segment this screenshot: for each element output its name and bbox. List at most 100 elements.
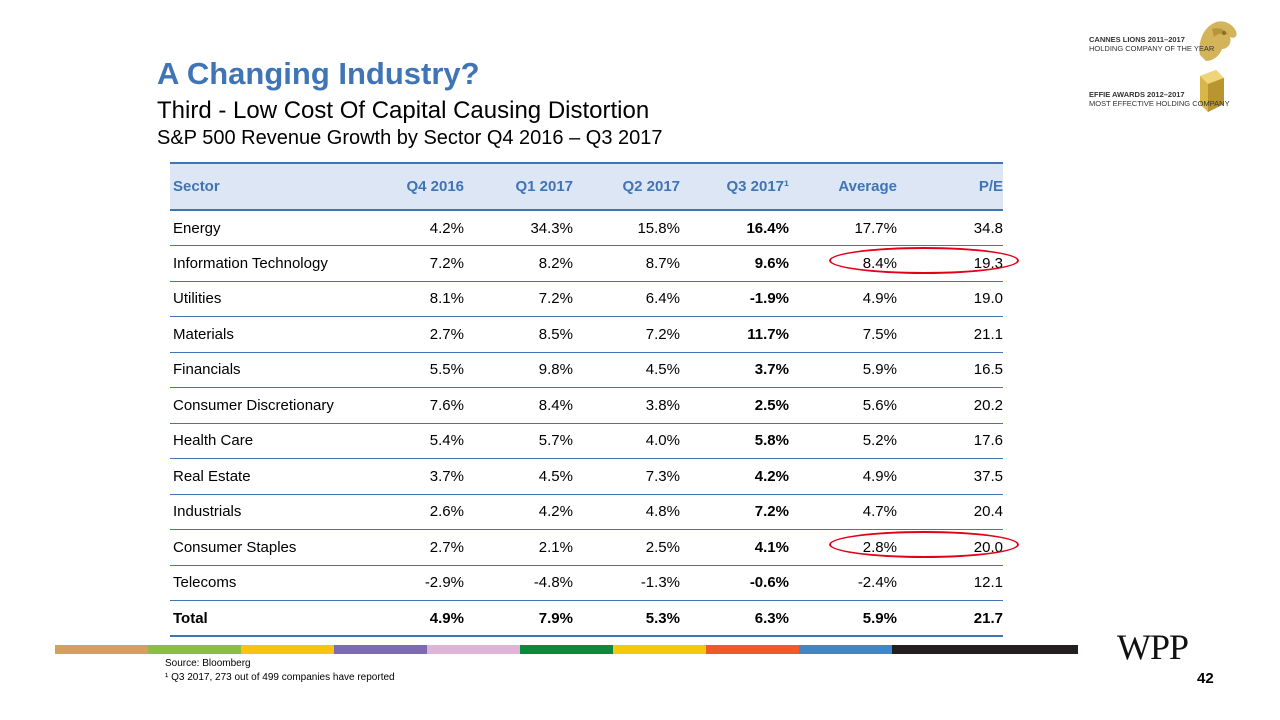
stripe-segment — [334, 645, 427, 654]
highlight-ellipse-it — [829, 247, 1019, 274]
cell-q2-2017: 4.8% — [573, 494, 680, 530]
cell-q1-2017: -4.8% — [464, 565, 573, 601]
effie-award-line1: EFFIE AWARDS 2012–2017 — [1089, 90, 1185, 99]
cell-q4-2016: 2.6% — [382, 494, 464, 530]
cell-q2-2017: 4.0% — [573, 423, 680, 459]
header-q2-2017: Q2 2017 — [573, 162, 680, 211]
table-total-row: Total 4.9% 7.9% 5.3% 6.3% 5.9% 21.7 — [170, 600, 1003, 637]
cell-q1-2017: 5.7% — [464, 423, 573, 459]
cell-average: -2.4% — [789, 565, 897, 601]
footnote: ¹ Q3 2017, 273 out of 499 companies have… — [165, 672, 395, 683]
cell-q1-2017: 4.5% — [464, 458, 573, 495]
effie-award-line2: MOST EFFECTIVE HOLDING COMPANY — [1089, 99, 1230, 108]
stripe-segment — [706, 645, 799, 654]
cell-q3-2017: 7.2% — [680, 494, 789, 530]
cell-average: 17.7% — [789, 210, 897, 246]
stripe-segment — [799, 645, 892, 654]
cell-sector: Financials — [170, 352, 382, 388]
cell-q1-2017: 8.4% — [464, 387, 573, 424]
cell-q3-2017: -0.6% — [680, 565, 789, 601]
cell-q2-2017: 8.7% — [573, 245, 680, 282]
cell-q4-2016: 5.5% — [382, 352, 464, 388]
stripe-segment — [892, 645, 1078, 654]
cell-sector: Health Care — [170, 423, 382, 459]
stripe-segment — [613, 645, 706, 654]
cell-q1-2017: 8.2% — [464, 245, 573, 282]
cell-sector: Materials — [170, 316, 382, 353]
cell-q2-2017: -1.3% — [573, 565, 680, 601]
cell-q4-2016: 3.7% — [382, 458, 464, 495]
cell-pe: 20.4 — [897, 494, 1003, 530]
cell-q3-2017: 6.3% — [680, 600, 789, 637]
table-row: Health Care 5.4% 5.7% 4.0% 5.8% 5.2% 17.6 — [170, 423, 1003, 459]
cell-sector: Energy — [170, 210, 382, 246]
stripe-segment — [520, 645, 613, 654]
header-sector: Sector — [170, 162, 382, 211]
cell-q2-2017: 7.3% — [573, 458, 680, 495]
cell-average: 5.9% — [789, 600, 897, 637]
cell-q1-2017: 7.2% — [464, 281, 573, 317]
cell-average: 5.9% — [789, 352, 897, 388]
cell-sector: Industrials — [170, 494, 382, 530]
table-caption: S&P 500 Revenue Growth by Sector Q4 2016… — [157, 127, 663, 149]
table-row: Telecoms -2.9% -4.8% -1.3% -0.6% -2.4% 12.1 — [170, 565, 1003, 601]
table-row: Real Estate 3.7% 4.5% 7.3% 4.2% 4.9% 37.5 — [170, 458, 1003, 495]
trophy-icon — [1200, 70, 1224, 112]
effie-award-text: EFFIE AWARDS 2012–2017 MOST EFFECTIVE HO… — [1089, 90, 1230, 108]
cell-q3-2017: 2.5% — [680, 387, 789, 424]
table-row: Industrials 2.6% 4.2% 4.8% 7.2% 4.7% 20.4 — [170, 494, 1003, 530]
color-stripe — [55, 645, 1078, 654]
cell-q3-2017: 16.4% — [680, 210, 789, 246]
cell-q4-2016: 4.9% — [382, 600, 464, 637]
stripe-segment — [427, 645, 520, 654]
cell-q4-2016: 2.7% — [382, 316, 464, 353]
lion-icon — [1199, 21, 1237, 62]
cannes-award-line2: HOLDING COMPANY OF THE YEAR — [1089, 44, 1215, 53]
cell-average: 4.9% — [789, 458, 897, 495]
cell-average: 4.9% — [789, 281, 897, 317]
cell-q4-2016: 7.2% — [382, 245, 464, 282]
stripe-segment — [55, 645, 148, 654]
cell-pe: 12.1 — [897, 565, 1003, 601]
cell-pe: 17.6 — [897, 423, 1003, 459]
cell-pe: 16.5 — [897, 352, 1003, 388]
table-header-row: Sector Q4 2016 Q1 2017 Q2 2017 Q3 2017¹ … — [170, 162, 1003, 211]
header-q3-2017: Q3 2017¹ — [680, 162, 789, 211]
table-row: Materials 2.7% 8.5% 7.2% 11.7% 7.5% 21.1 — [170, 316, 1003, 353]
table-row: Financials 5.5% 9.8% 4.5% 3.7% 5.9% 16.5 — [170, 352, 1003, 388]
cell-pe: 19.0 — [897, 281, 1003, 317]
cell-q1-2017: 9.8% — [464, 352, 573, 388]
header-average: Average — [789, 162, 897, 211]
cell-pe: 20.2 — [897, 387, 1003, 424]
cell-q4-2016: 8.1% — [382, 281, 464, 317]
cell-sector: Real Estate — [170, 458, 382, 495]
cell-sector: Total — [170, 600, 382, 637]
cell-q2-2017: 5.3% — [573, 600, 680, 637]
cell-sector: Information Technology — [170, 245, 382, 282]
cell-q2-2017: 4.5% — [573, 352, 680, 388]
awards-panel: CANNES LIONS 2011–2017 HOLDING COMPANY O… — [1085, 15, 1275, 120]
table-row: Energy 4.2% 34.3% 15.8% 16.4% 17.7% 34.8 — [170, 210, 1003, 246]
header-pe: P/E — [897, 162, 1003, 211]
cannes-award-text: CANNES LIONS 2011–2017 HOLDING COMPANY O… — [1089, 35, 1214, 53]
cell-average: 7.5% — [789, 316, 897, 353]
cell-pe: 37.5 — [897, 458, 1003, 495]
cell-q3-2017: 3.7% — [680, 352, 789, 388]
source-note: Source: Bloomberg — [165, 658, 251, 669]
cell-q4-2016: 5.4% — [382, 423, 464, 459]
cell-q4-2016: -2.9% — [382, 565, 464, 601]
wpp-logo: WPP — [1117, 627, 1189, 667]
cell-q3-2017: 4.2% — [680, 458, 789, 495]
slide-title: A Changing Industry? — [157, 56, 480, 91]
cell-q2-2017: 2.5% — [573, 529, 680, 566]
cell-q3-2017: 4.1% — [680, 529, 789, 566]
cell-average: 5.2% — [789, 423, 897, 459]
highlight-ellipse-consumer-staples — [829, 531, 1019, 558]
cell-q3-2017: 5.8% — [680, 423, 789, 459]
cell-q1-2017: 7.9% — [464, 600, 573, 637]
cell-pe: 21.7 — [897, 600, 1003, 637]
cell-average: 5.6% — [789, 387, 897, 424]
cell-pe: 21.1 — [897, 316, 1003, 353]
cell-q4-2016: 7.6% — [382, 387, 464, 424]
cell-q2-2017: 6.4% — [573, 281, 680, 317]
